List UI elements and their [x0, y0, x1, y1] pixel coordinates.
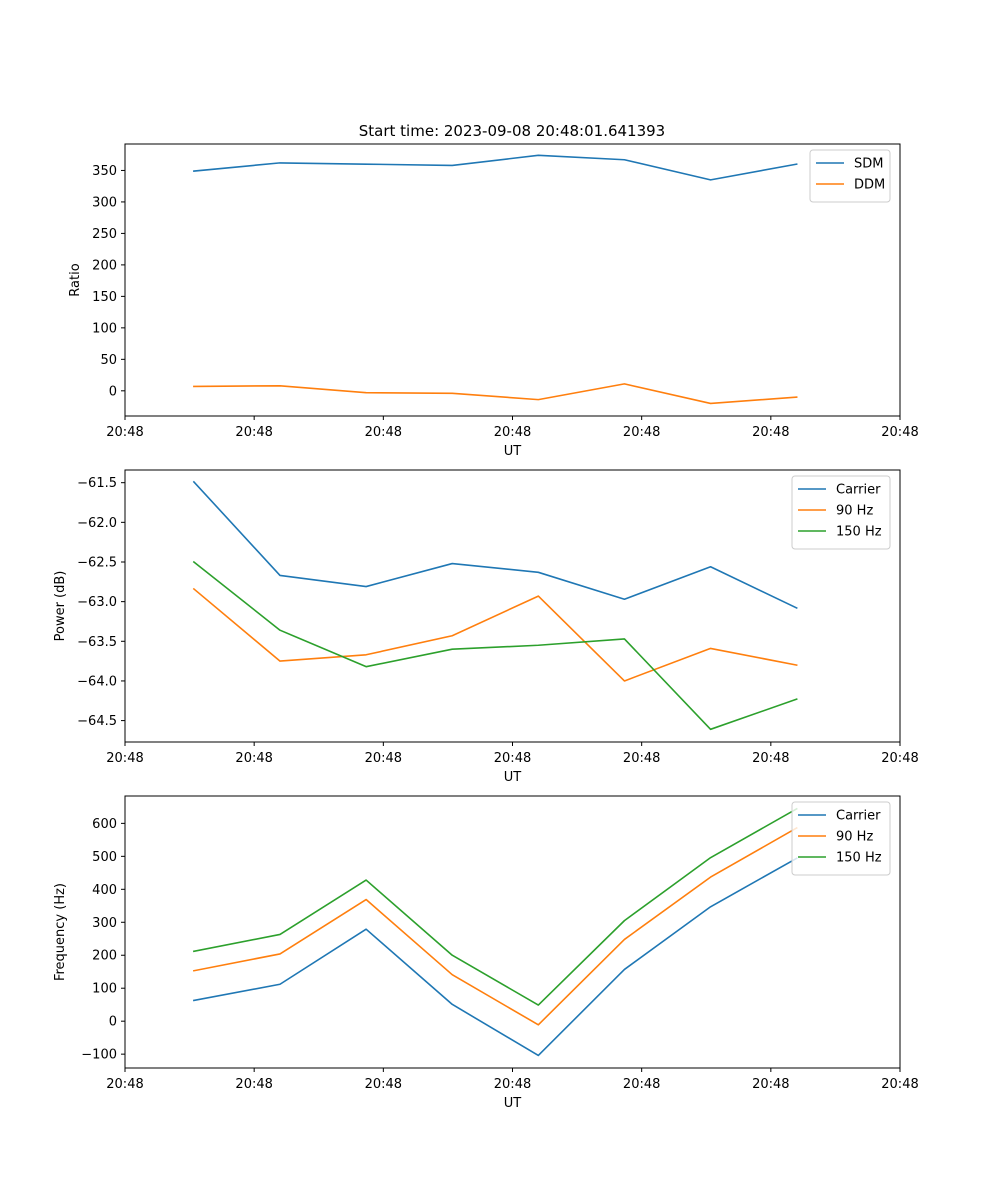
ratio-y-axis-label: Ratio [68, 263, 83, 296]
frequency-y-tick-label: 200 [92, 949, 117, 964]
ratio-legend: SDM DDM [809, 149, 891, 203]
frequency-y-tick-label: 500 [92, 850, 117, 865]
frequency-y-tick-label: 300 [92, 916, 117, 931]
frequency-legend-label-carrier: Carrier [836, 809, 881, 824]
power-y-axis-label: Power (dB) [53, 571, 68, 642]
power-y-tick-label: −64.0 [77, 674, 117, 689]
frequency-series-line-90-hz [192, 826, 798, 1026]
frequency-legend: Carrier 90 Hz 150 Hz [791, 801, 891, 876]
frequency-y-tick-label: 100 [92, 982, 117, 997]
ratio-y-tick-label: 200 [92, 258, 117, 273]
frequency-y-axis-label: Frequency (Hz) [53, 883, 68, 981]
power-y-tick-label: −63.5 [77, 635, 117, 650]
frequency-legend-label-150-hz: 150 Hz [836, 851, 882, 866]
power-chart: 20:48 20:48 20:48 20:48 20:48 20:48 20:48 −61.5… [53, 469, 919, 785]
frequency-x-tick-label: 20:48 [106, 1077, 143, 1092]
ratio-chart: 20:48 20:48 20:48 20:48 20:48 20:48 20:48 0 50 10… [68, 143, 919, 459]
ratio-y-tick-label: 50 [100, 353, 117, 368]
frequency-x-tick-label: 20:48 [752, 1077, 789, 1092]
power-legend-label-90-hz: 90 Hz [836, 504, 873, 519]
ratio-series-line-sdm [193, 154, 798, 181]
power-x-tick-label: 20:48 [881, 751, 918, 766]
ratio-legend-label-sdm: SDM [854, 157, 883, 172]
power-y-tick-label: −64.5 [77, 714, 117, 729]
power-y-tick-label: −63.0 [77, 595, 117, 610]
ratio-series-line-ddm [193, 383, 798, 405]
power-x-tick-label: 20:48 [365, 751, 402, 766]
ratio-y-tick-label: 100 [92, 321, 117, 336]
power-series-line-90-hz [192, 587, 798, 682]
frequency-x-tick-label: 20:48 [365, 1077, 402, 1092]
ratio-y-tick-label: 250 [92, 227, 117, 242]
frequency-x-axis-label: UT [504, 1096, 522, 1111]
power-x-tick-label: 20:48 [494, 751, 531, 766]
ratio-x-tick-label: 20:48 [494, 425, 531, 440]
frequency-x-tick-label: 20:48 [881, 1077, 918, 1092]
ratio-y-tick-label: 300 [92, 195, 117, 210]
power-legend-label-carrier: Carrier [836, 483, 881, 498]
power-series-line-carrier [192, 480, 798, 610]
ratio-y-tick-label: 150 [92, 290, 117, 305]
power-y-tick-label: −61.5 [77, 476, 117, 491]
power-series-line-150-hz [192, 560, 798, 731]
ratio-x-tick-label: 20:48 [623, 425, 660, 440]
frequency-series-line-150-hz [192, 807, 798, 1006]
frequency-x-tick-label: 20:48 [494, 1077, 531, 1092]
power-legend-label-150-hz: 150 Hz [836, 525, 882, 540]
ratio-x-axis-label: UT [504, 444, 522, 459]
frequency-chart: 20:48 20:48 20:48 20:48 20:48 20:48 20:48 −100 0… [53, 795, 919, 1111]
power-y-tick-label: −62.0 [77, 516, 117, 531]
power-x-tick-label: 20:48 [623, 751, 660, 766]
power-legend: Carrier 90 Hz 150 Hz [791, 475, 891, 550]
power-x-axis-label: UT [504, 770, 522, 785]
frequency-x-tick-label: 20:48 [623, 1077, 660, 1092]
frequency-y-tick-label: 0 [109, 1015, 117, 1030]
ratio-legend-label-ddm: DDM [854, 178, 885, 193]
ratio-y-tick-label: 0 [109, 384, 117, 399]
power-x-tick-label: 20:48 [235, 751, 272, 766]
frequency-y-tick-label: −100 [81, 1048, 117, 1063]
ratio-x-tick-label: 20:48 [881, 425, 918, 440]
power-y-tick-label: −62.5 [77, 555, 117, 570]
ratio-x-tick-label: 20:48 [365, 425, 402, 440]
frequency-x-tick-label: 20:48 [235, 1077, 272, 1092]
frequency-y-tick-label: 600 [92, 817, 117, 832]
ratio-x-tick-label: 20:48 [106, 425, 143, 440]
frequency-y-tick-label: 400 [92, 883, 117, 898]
frequency-legend-label-90-hz: 90 Hz [836, 830, 873, 845]
ratio-x-tick-label: 20:48 [752, 425, 789, 440]
power-x-tick-label: 20:48 [752, 751, 789, 766]
figure-title: Start time: 2023-09-08 20:48:01.641393 [359, 122, 665, 140]
power-x-tick-label: 20:48 [106, 751, 143, 766]
ratio-x-tick-label: 20:48 [235, 425, 272, 440]
frequency-series-line-carrier [192, 857, 798, 1057]
ratio-y-tick-label: 350 [92, 164, 117, 179]
